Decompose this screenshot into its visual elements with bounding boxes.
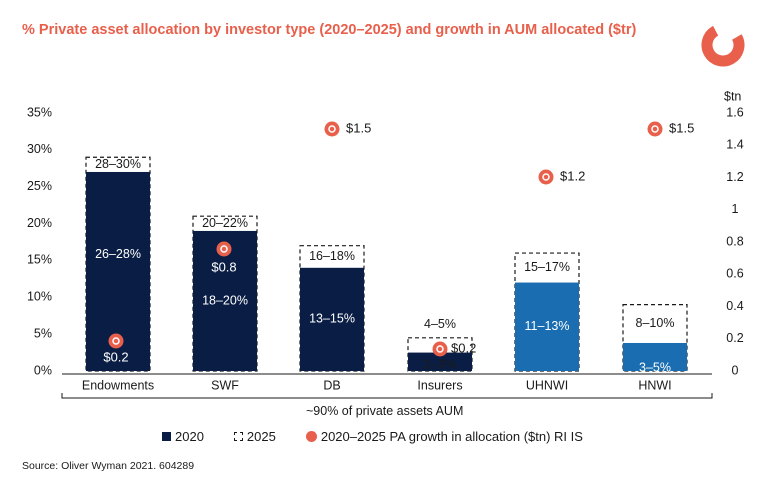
growth-label: $0.2 bbox=[103, 349, 128, 364]
right-axis-unit: $tn bbox=[724, 89, 741, 103]
label-2025: 28–30% bbox=[95, 157, 141, 171]
right-tick-label: 1.4 bbox=[726, 138, 743, 152]
left-tick-label: 10% bbox=[27, 290, 52, 304]
category-label: Endowments bbox=[82, 378, 154, 392]
brand-logo-icon bbox=[701, 23, 745, 67]
right-tick-label: 1 bbox=[732, 202, 739, 216]
growth-marker-ring bbox=[112, 337, 120, 345]
category-label: DB bbox=[323, 378, 340, 392]
label-2020: 26–28% bbox=[95, 247, 141, 261]
category-label: HNWI bbox=[638, 378, 671, 392]
bracket-line bbox=[61, 393, 713, 399]
legend-item-2025: 2025 bbox=[233, 429, 276, 444]
bar-2020 bbox=[300, 267, 364, 371]
label-2025: 4–5% bbox=[424, 317, 456, 331]
category-label: SWF bbox=[211, 378, 239, 392]
left-tick-label: 20% bbox=[27, 216, 52, 230]
bracket-note: ~90% of private assets AUM bbox=[306, 404, 464, 418]
source-note: Source: Oliver Wyman 2021. 604289 bbox=[22, 460, 195, 472]
growth-label: $1.5 bbox=[346, 120, 371, 135]
legend-item-2020: 2020 bbox=[162, 429, 204, 444]
right-tick-label: 0.4 bbox=[726, 299, 743, 313]
bar-2020 bbox=[623, 342, 687, 371]
label-2020: 18–20% bbox=[202, 293, 248, 307]
legend-label-2020: 2020 bbox=[175, 429, 204, 444]
legend-swatch-2025 bbox=[233, 432, 243, 441]
growth-marker-ring bbox=[328, 125, 336, 133]
growth-label: $0.8 bbox=[211, 259, 236, 274]
category-label: UHNWI bbox=[526, 378, 568, 392]
label-2020: 3–5% bbox=[639, 360, 671, 374]
label-2025: 20–22% bbox=[202, 216, 248, 230]
legend: 2020 2025 2020–2025 PA growth in allocat… bbox=[162, 429, 613, 444]
growth-marker bbox=[647, 121, 663, 137]
label-2025: 16–18% bbox=[309, 249, 355, 263]
left-tick-label: 35% bbox=[27, 105, 52, 119]
legend-swatch-2020 bbox=[162, 432, 171, 441]
right-tick-label: 0.8 bbox=[726, 234, 743, 248]
growth-marker-ring bbox=[542, 173, 550, 181]
chart-title: % Private asset allocation by investor t… bbox=[22, 22, 637, 38]
growth-markers: $0.2 $0.8 $1.5 $0.2 $1.2 $1.5 bbox=[103, 120, 694, 364]
right-tick-label: 1.2 bbox=[726, 170, 743, 184]
left-tick-label: 25% bbox=[27, 179, 52, 193]
label-2025: 8–10% bbox=[636, 316, 675, 330]
right-tick-label: 0.6 bbox=[726, 267, 743, 281]
growth-marker bbox=[324, 121, 340, 137]
left-tick-label: 30% bbox=[27, 142, 52, 156]
growth-marker-ring bbox=[220, 245, 228, 253]
right-tick-label: 0 bbox=[732, 363, 739, 377]
bar-2020 bbox=[515, 282, 579, 371]
growth-label: $1.2 bbox=[560, 168, 585, 183]
label-2020: 13–15% bbox=[309, 312, 355, 326]
category-label: Insurers bbox=[417, 378, 462, 392]
right-tick-label: 0.2 bbox=[726, 331, 743, 345]
growth-marker bbox=[108, 333, 124, 349]
legend-label-2025: 2025 bbox=[246, 429, 276, 444]
growth-marker bbox=[216, 241, 232, 257]
label-2020: 2–3% bbox=[424, 357, 456, 371]
legend-label-growth: 2020–2025 PA growth in allocation ($tn) … bbox=[320, 429, 583, 444]
growth-marker bbox=[432, 341, 448, 357]
left-tick-label: 5% bbox=[34, 326, 52, 340]
right-axis: $tn 0 0.2 0.4 0.6 0.8 1 1.2 1.4 1.6 bbox=[724, 89, 744, 377]
left-tick-label: 15% bbox=[27, 253, 52, 267]
growth-marker-ring bbox=[436, 345, 444, 353]
label-2025: 15–17% bbox=[524, 260, 570, 274]
growth-marker-ring bbox=[651, 125, 659, 133]
right-tick-label: 1.6 bbox=[726, 105, 743, 119]
bar-2020 bbox=[408, 352, 472, 371]
x-axis: Endowments SWF DB Insurers UHNWI HNWI bbox=[61, 373, 713, 399]
growth-marker bbox=[538, 169, 554, 185]
growth-label: $0.2 bbox=[451, 340, 476, 355]
left-axis: 0% 5% 10% 15% 20% 25% 30% 35% bbox=[27, 105, 52, 377]
legend-dot-growth bbox=[305, 431, 317, 442]
legend-item-growth: 2020–2025 PA growth in allocation ($tn) … bbox=[305, 429, 583, 444]
bars: 28–30% 26–28% 20–22% 18–20% 16–18% 13–15% 4–5%… bbox=[85, 156, 688, 374]
left-tick-label: 0% bbox=[34, 363, 52, 377]
growth-label: $1.5 bbox=[669, 120, 694, 135]
label-2020: 11–13% bbox=[525, 319, 570, 333]
